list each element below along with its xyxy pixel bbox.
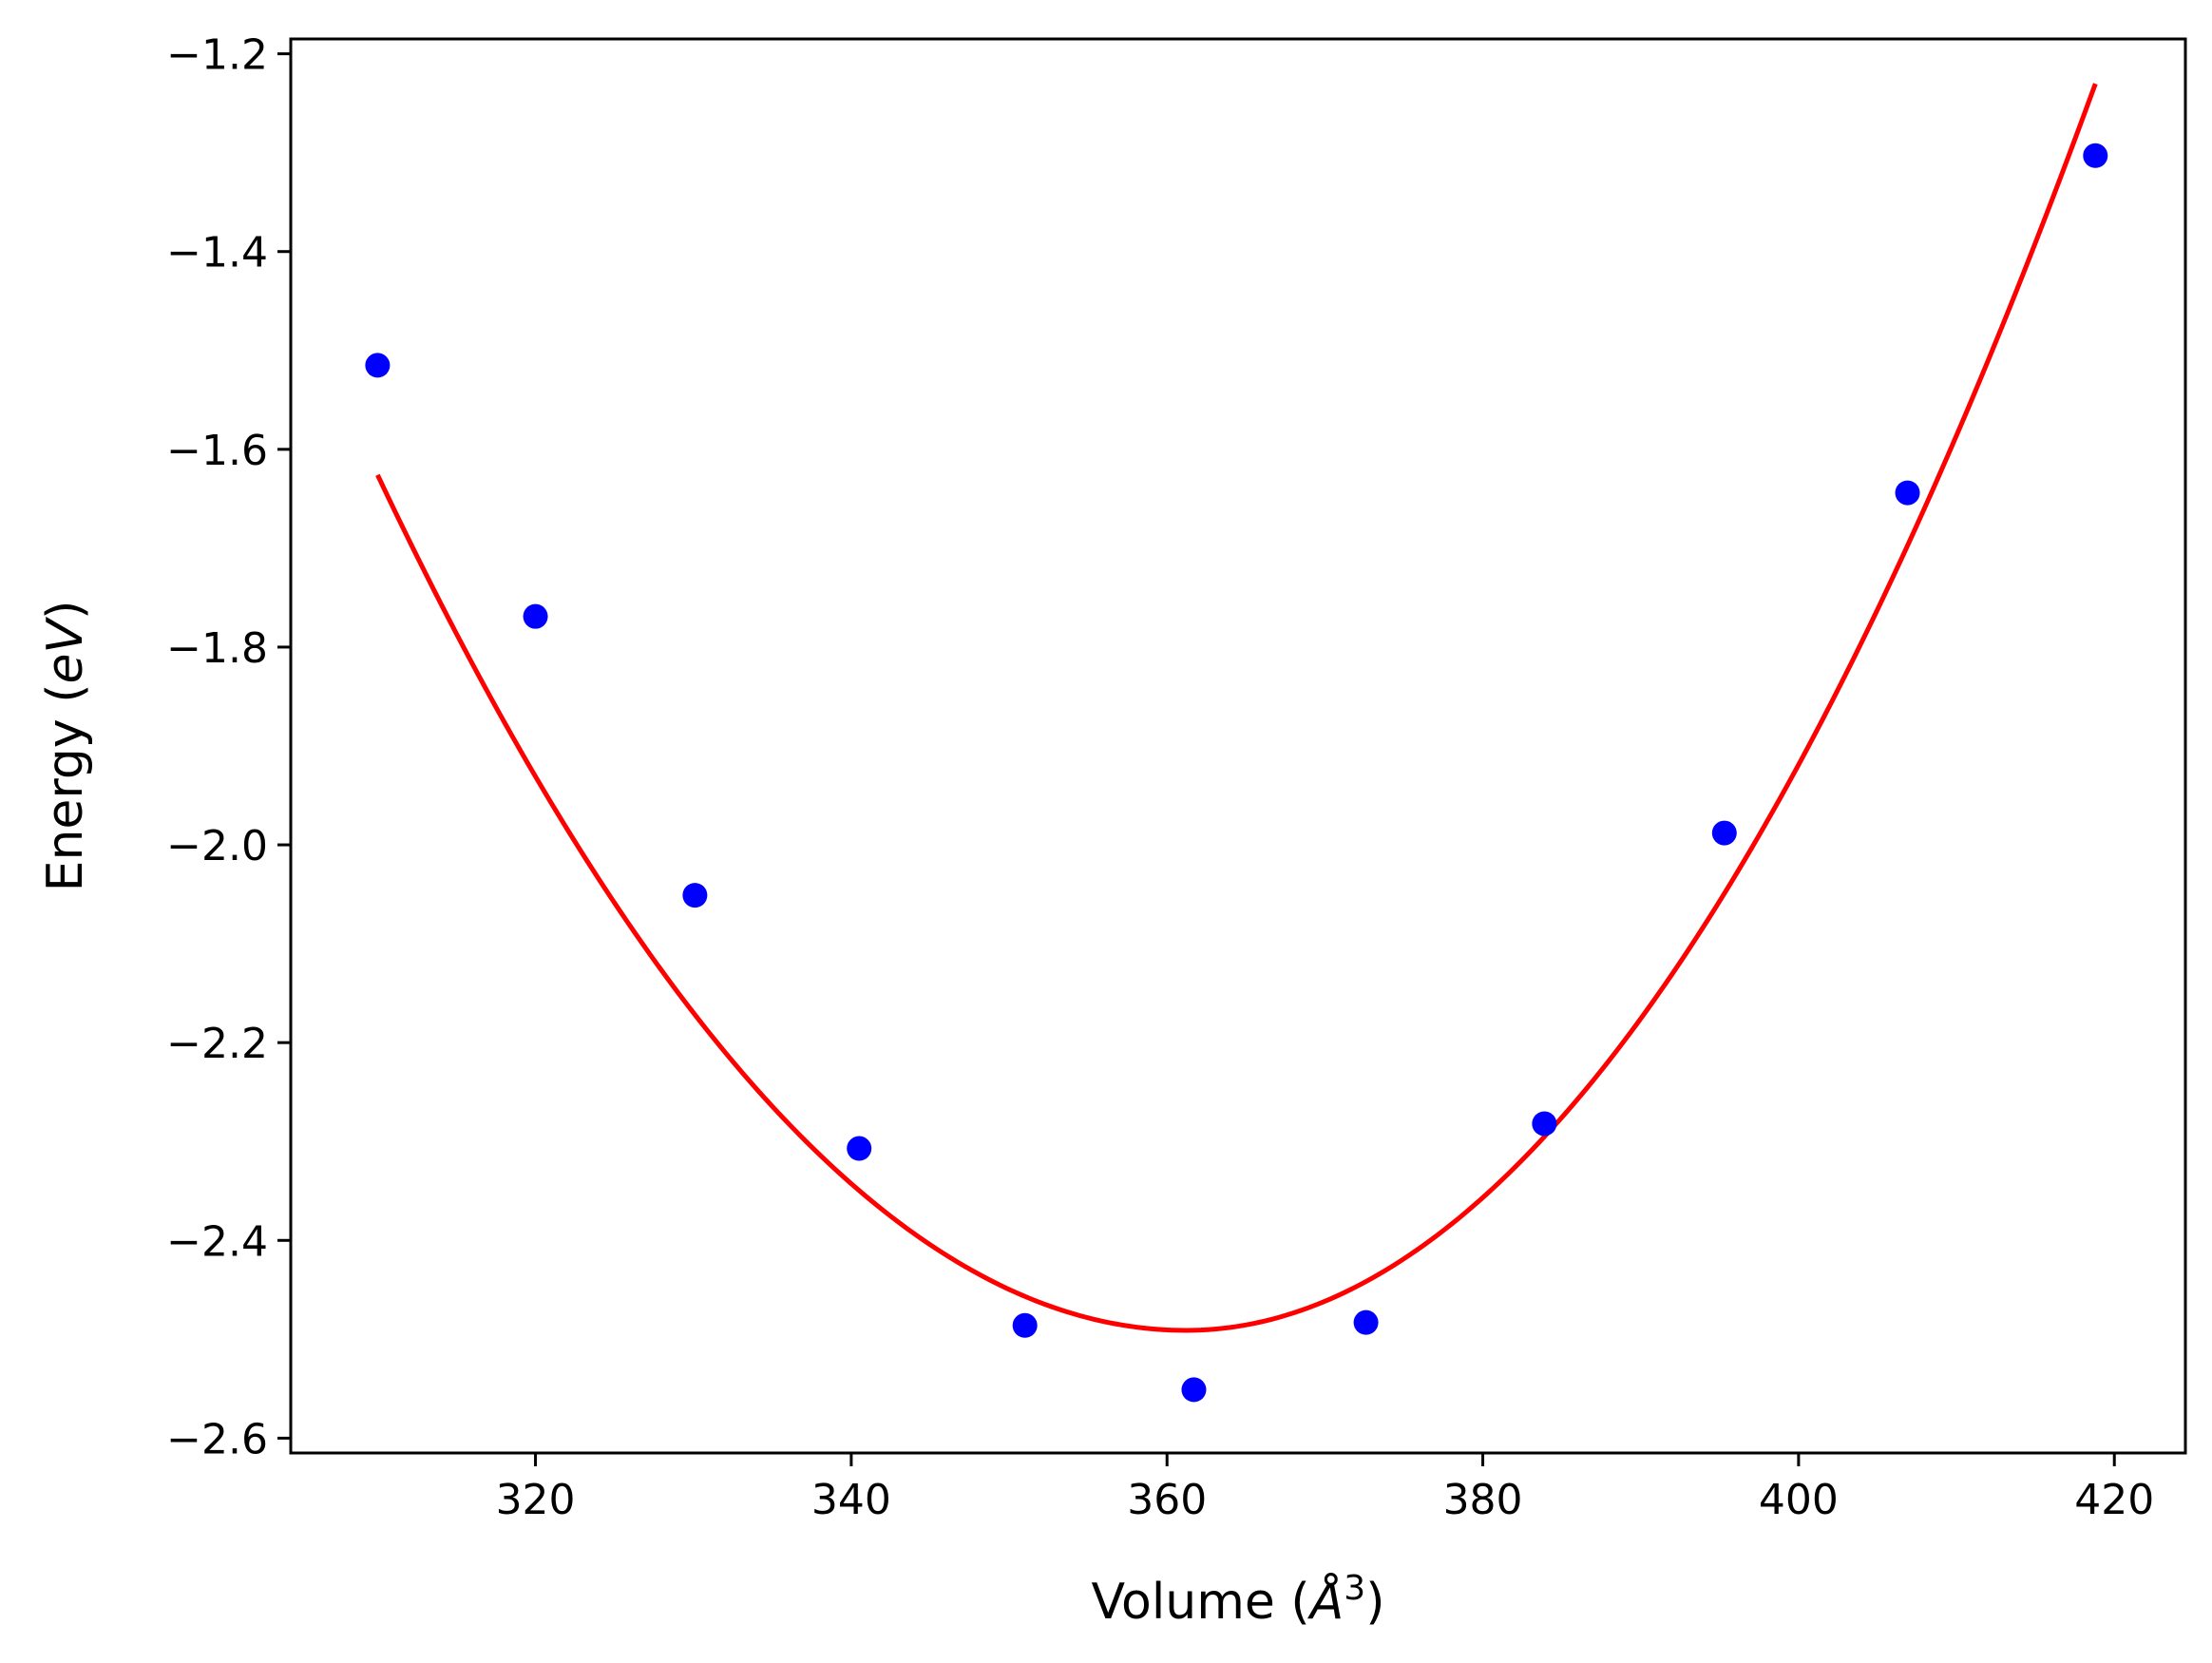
data-point (1012, 1312, 1038, 1338)
data-point (1711, 820, 1737, 846)
y-axis-title-suffix: ) (37, 601, 94, 620)
y-tick-label: −2.6 (166, 1415, 268, 1463)
y-tick-label: −1.6 (166, 427, 268, 475)
axes-frame (289, 37, 2187, 1455)
x-tick-label: 360 (1127, 1476, 1207, 1524)
y-axis-ticks: −1.2 −1.4 −1.6 −1.8 −2.0 −2.2 −2.4 −2.6 (166, 31, 291, 1463)
y-tick-label: −2.0 (166, 822, 268, 870)
data-point (1895, 480, 1920, 506)
x-axis-ticks: 320 340 360 380 400 420 (496, 1453, 2154, 1524)
data-point (365, 353, 391, 378)
plot-area (365, 83, 2108, 1403)
data-point (2083, 143, 2108, 168)
x-axis-title: Volume (Å3) (1092, 1569, 1385, 1631)
y-axis-title-unit: eV (37, 617, 94, 684)
x-tick-label: 320 (496, 1476, 576, 1524)
data-point (682, 883, 708, 908)
data-point (523, 603, 548, 629)
data-point (1353, 1309, 1379, 1335)
x-tick-label: 400 (1759, 1476, 1839, 1524)
data-point (847, 1136, 872, 1161)
data-point (1181, 1377, 1207, 1403)
y-axis-title: Energy (eV) (37, 601, 94, 892)
x-axis-title-prefix: Volume ( (1092, 1574, 1310, 1631)
y-axis-title-prefix: Energy ( (37, 684, 94, 892)
fit-curve (375, 83, 2098, 1333)
y-tick-label: −1.8 (166, 624, 268, 673)
y-tick-label: −1.4 (166, 229, 268, 277)
x-axis-title-unit: Å (1307, 1572, 1344, 1631)
x-axis-title-exponent: 3 (1344, 1569, 1365, 1608)
x-axis-title-suffix: ) (1365, 1574, 1384, 1631)
x-tick-label: 380 (1443, 1476, 1523, 1524)
data-point (1532, 1111, 1557, 1137)
y-tick-label: −2.2 (166, 1020, 268, 1068)
x-tick-label: 340 (811, 1476, 891, 1524)
y-tick-label: −2.4 (166, 1217, 268, 1266)
y-tick-label: −1.2 (166, 31, 268, 80)
x-tick-label: 420 (2074, 1476, 2154, 1524)
